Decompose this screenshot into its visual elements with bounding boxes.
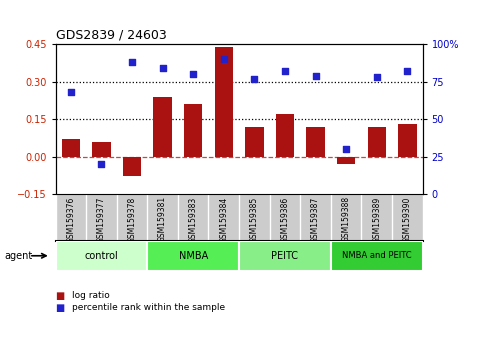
- Point: [251, 76, 258, 81]
- Text: GSM159386: GSM159386: [281, 196, 289, 242]
- Text: GSM159389: GSM159389: [372, 196, 381, 242]
- Point: [128, 59, 136, 65]
- Text: log ratio: log ratio: [72, 291, 110, 300]
- Bar: [337, 156, 355, 164]
- Text: GSM159390: GSM159390: [403, 196, 412, 242]
- Point: [67, 89, 75, 95]
- Text: GSM159387: GSM159387: [311, 196, 320, 242]
- Text: GSM159381: GSM159381: [158, 196, 167, 242]
- Bar: [276, 114, 294, 156]
- Text: PEITC: PEITC: [271, 251, 298, 261]
- Text: GSM159377: GSM159377: [97, 196, 106, 242]
- Text: GSM159383: GSM159383: [189, 196, 198, 242]
- Bar: [123, 156, 141, 177]
- Text: agent: agent: [5, 251, 33, 261]
- Point: [159, 65, 167, 71]
- Bar: [214, 47, 233, 156]
- Bar: [245, 127, 264, 156]
- Point: [281, 68, 289, 74]
- Bar: [92, 142, 111, 156]
- Point: [189, 72, 197, 77]
- Point: [220, 56, 227, 62]
- Text: control: control: [85, 251, 118, 261]
- Point: [373, 74, 381, 80]
- Text: NMBA: NMBA: [179, 251, 208, 261]
- Bar: [147, 241, 239, 271]
- Text: GSM159385: GSM159385: [250, 196, 259, 242]
- Point: [98, 161, 105, 167]
- Text: GSM159384: GSM159384: [219, 196, 228, 242]
- Text: percentile rank within the sample: percentile rank within the sample: [72, 303, 226, 313]
- Text: ■: ■: [56, 303, 65, 313]
- Text: GSM159388: GSM159388: [341, 196, 351, 242]
- Bar: [62, 139, 80, 156]
- Bar: [239, 241, 331, 271]
- Bar: [306, 127, 325, 156]
- Text: GSM159376: GSM159376: [66, 196, 75, 242]
- Bar: [331, 241, 423, 271]
- Bar: [368, 127, 386, 156]
- Text: ■: ■: [56, 291, 65, 301]
- Bar: [56, 241, 147, 271]
- Point: [312, 73, 319, 79]
- Bar: [154, 97, 172, 156]
- Text: NMBA and PEITC: NMBA and PEITC: [342, 251, 412, 260]
- Bar: [184, 104, 202, 156]
- Point: [342, 146, 350, 152]
- Text: GSM159378: GSM159378: [128, 196, 137, 242]
- Point: [403, 68, 411, 74]
- Bar: [398, 124, 416, 156]
- Text: GDS2839 / 24603: GDS2839 / 24603: [56, 29, 166, 42]
